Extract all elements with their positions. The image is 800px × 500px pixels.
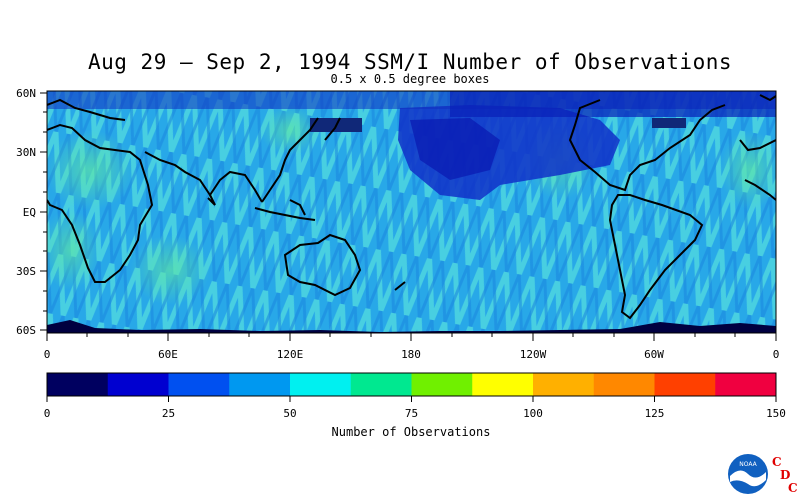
cdc-letter-c2: C [788, 481, 798, 495]
colorbar-segment [593, 373, 655, 396]
cdc-letter-c1: C [772, 455, 782, 469]
colorbar-tick-label: 25 [162, 407, 175, 420]
colorbar-segment [350, 373, 412, 396]
lon-label-120e: 120E [277, 348, 304, 361]
colorbar-title: Number of Observations [331, 425, 491, 439]
lon-label-120w: 120W [520, 348, 547, 361]
colorbar-segment [229, 373, 291, 396]
latitude-axis [40, 92, 47, 331]
colorbar-tick-label: 150 [766, 407, 786, 420]
colorbar-tick-label: 100 [523, 407, 543, 420]
noaa-logo-text: NOAA [739, 461, 757, 468]
colorbar-segment [290, 373, 352, 396]
noaa-cdc-logo: NOAA C D C [728, 454, 798, 495]
colorbar-segment [47, 373, 109, 396]
colorbar-tick-label: 125 [645, 407, 665, 420]
lat-label-30n: 30N [16, 146, 36, 159]
colorbar [47, 373, 777, 396]
colorbar-segment [168, 373, 230, 396]
colorbar-segment [411, 373, 473, 396]
colorbar-tick-label: 0 [44, 407, 51, 420]
lon-label-180: 180 [401, 348, 421, 361]
noaa-bird-icon [730, 470, 766, 487]
map-title: Aug 29 – Sep 2, 1994 SSM/I Number of Obs… [87, 50, 732, 74]
lat-label-60n: 60N [16, 87, 36, 100]
coastlines [47, 94, 776, 320]
map-subtitle: 0.5 x 0.5 degree boxes [330, 72, 490, 86]
lon-label-0-left: 0 [44, 348, 51, 361]
colorbar-ticks: 0 25 50 75 100 125 150 [44, 396, 786, 420]
cdc-letter-d: D [780, 468, 790, 482]
lat-label-60s: 60S [16, 324, 36, 337]
colorbar-segment [533, 373, 595, 396]
colorbar-segment [107, 373, 169, 396]
longitude-axis [46, 333, 777, 341]
lon-label-60w: 60W [644, 348, 664, 361]
colorbar-segment [472, 373, 534, 396]
colorbar-segment [715, 373, 777, 396]
colorbar-tick-label: 75 [405, 407, 418, 420]
lon-label-0-right: 0 [773, 348, 780, 361]
lon-label-60e: 60E [158, 348, 178, 361]
lat-label-eq: EQ [23, 206, 36, 219]
colorbar-segment [654, 373, 716, 396]
map-plot-area [47, 91, 776, 333]
colorbar-tick-label: 50 [283, 407, 296, 420]
lat-label-30s: 30S [16, 265, 36, 278]
